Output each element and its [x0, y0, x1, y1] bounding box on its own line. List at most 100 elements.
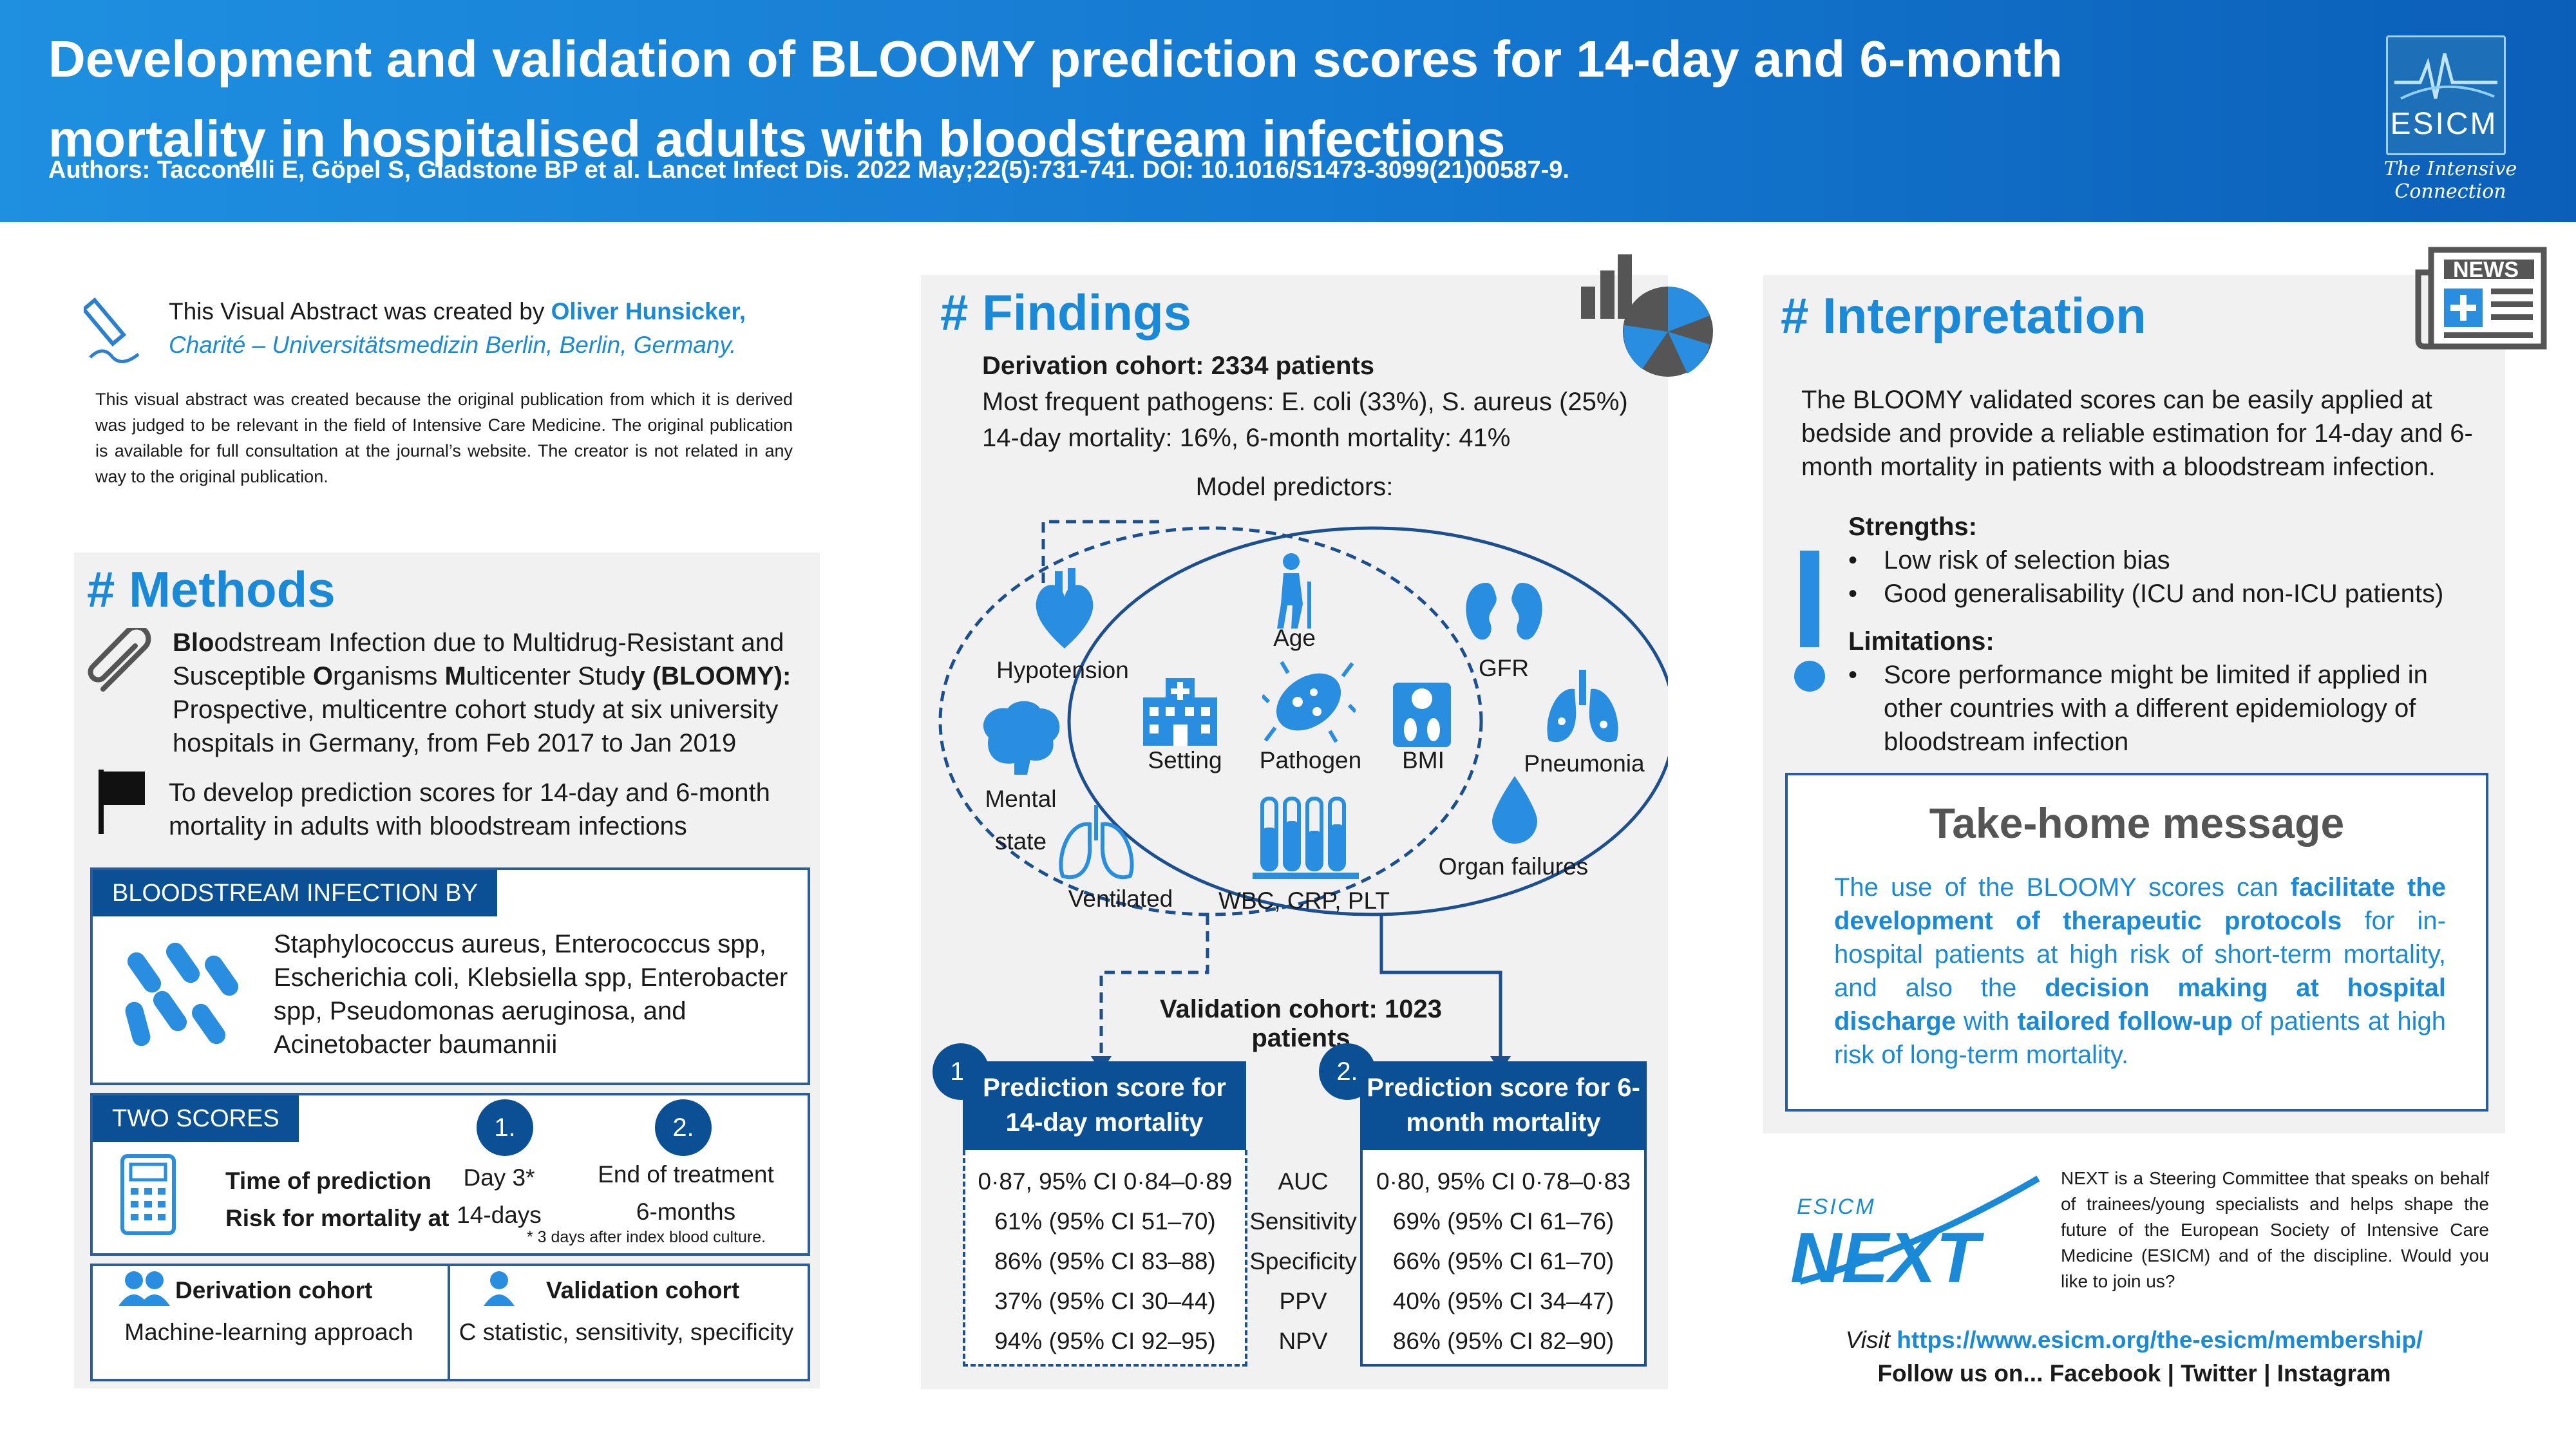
social-links[interactable]: Follow us on... Facebook | Twitter | Ins…: [1877, 1360, 2391, 1387]
kidneys-icon: [1466, 583, 1542, 640]
score1-specificity: 86% (95% CI 83–88): [994, 1248, 1216, 1274]
score2-ppv: 40% (95% CI 34–47): [1392, 1288, 1615, 1314]
state-label: state: [994, 828, 1047, 855]
bsi-tag: BLOODSTREAM INFECTION BY: [93, 870, 497, 916]
frequent-pathogens: Most frequent pathogens: E. coli (33%), …: [982, 388, 1628, 416]
mortality-rates: 14-day mortality: 16%, 6-month mortality…: [982, 424, 1511, 452]
lungs-icon: [1547, 670, 1618, 743]
end-treatment-label: End of treatment: [598, 1161, 774, 1188]
strengths-title: Strengths:: [1848, 513, 1977, 541]
derivation-title: Derivation cohort: [175, 1277, 373, 1303]
mental-label: Mental: [985, 786, 1057, 812]
pathogen-icon: [1262, 661, 1356, 743]
score2-header: Prediction score for 6-month mortality: [1360, 1061, 1647, 1150]
takehome-part-6: tailored follow-up: [2017, 1007, 2233, 1036]
score1-timing: Day 3* 14-days: [425, 1159, 573, 1234]
test-tubes-icon: [1253, 797, 1359, 879]
score2-npv: 86% (95% CI 82–90): [1392, 1328, 1615, 1354]
calculator-icon: [120, 1154, 176, 1235]
bsi-organisms: Staphylococcus aureus, Enterococcus spp,…: [274, 930, 788, 1059]
validation-cohort-size: Validation cohort: 1023 patients: [1108, 995, 1494, 1053]
predictors-venn-diagram: [938, 520, 1668, 1072]
disclaimer-text: This visual abstract was created because…: [95, 390, 793, 486]
esicm-next-small: ESICM: [1797, 1195, 1876, 1219]
study-description: Bloodstream Infection due to Multidrug-R…: [173, 626, 810, 760]
lungs-outline-icon: [1059, 805, 1134, 880]
next-links: Visit https://www.esicm.org/the-esicm/me…: [1763, 1323, 2505, 1390]
authors-citation: Authors: Tacconelli E, Göpel S, Gladston…: [48, 156, 1569, 184]
newspaper-icon: [2415, 247, 2547, 350]
predictor-age: Age: [1273, 625, 1316, 651]
predictor-mental-state: Mental state: [953, 778, 1088, 863]
brain-icon: [983, 701, 1060, 775]
score2-auc: 0·80, 95% CI 0·78–0·83: [1376, 1168, 1631, 1195]
study-name-2: rganisms: [333, 662, 445, 690]
methods-heading: # Methods: [87, 561, 336, 618]
score1-results: 0·87, 95% CI 0·84–0·89 61% (95% CI 51–70…: [963, 1150, 1247, 1367]
esicm-tagline: The Intensive Connection: [2383, 158, 2517, 203]
predictor-setting: Setting: [1148, 747, 1222, 773]
score2-timing: End of treatment 6-months: [580, 1156, 792, 1231]
study-acronym-2: O: [312, 662, 334, 690]
takehome-part-7: of patients at high risk of long-term mo…: [1834, 1007, 2446, 1069]
findings-summary: Derivation cohort: 2334 patients Most fr…: [982, 348, 1652, 456]
takehome-part-1: The use of the BLOOMY scores can: [1834, 873, 2291, 902]
creator-prefix: This Visual Abstract was created by: [169, 298, 551, 325]
metric-npv: NPV: [1278, 1328, 1328, 1354]
next-description: NEXT is a Steering Committee that speaks…: [2061, 1168, 2489, 1291]
predictor-hypotension: Hypotension: [996, 657, 1129, 683]
heart-icon: [1036, 568, 1094, 649]
validation-title: Validation cohort: [546, 1277, 740, 1303]
study-acronym-4: y (BLOOMY):: [630, 662, 791, 690]
strengths-limitations: Strengths: • Low risk of selection bias •…: [1848, 510, 2492, 759]
findings-heading: # Findings: [940, 284, 1191, 341]
predictor-pathogen: Pathogen: [1259, 747, 1362, 773]
study-name-1: odstream Infection due to Multidrug-Resi…: [173, 629, 784, 690]
creator-line: This Visual Abstract was created by Oliv…: [169, 295, 813, 362]
score1-npv: 94% (95% CI 92–95): [994, 1328, 1216, 1354]
metric-sensitivity: Sensitivity: [1249, 1208, 1357, 1235]
news-label: NEWS: [2453, 258, 2519, 282]
person-icon: [484, 1271, 515, 1306]
chart-icon: [1581, 254, 1713, 377]
metric-specificity: Specificity: [1249, 1248, 1357, 1274]
esicm-next-logo: [1799, 1175, 2040, 1285]
metric-auc: AUC: [1278, 1168, 1329, 1195]
visit-label: Visit: [1845, 1327, 1897, 1353]
predictors-title: Model predictors:: [1195, 473, 1394, 501]
days14-label: 14-days: [457, 1202, 542, 1228]
hospital-icon: [1143, 678, 1217, 746]
footnote: * 3 days after index blood culture.: [527, 1228, 766, 1246]
ecg-wave-icon: [2394, 53, 2497, 100]
membership-link[interactable]: https://www.esicm.org/the-esicm/membersh…: [1897, 1327, 2423, 1353]
predictor-gfr: GFR: [1478, 655, 1530, 681]
esicm-next-big: NEXT: [1790, 1218, 1980, 1298]
flag-icon: [99, 770, 145, 834]
pencil-icon: [84, 297, 140, 363]
takehome-part-4: decision making at hospital discharge: [1834, 974, 2446, 1036]
limitation-1: Score performance might be limited if ap…: [1884, 661, 2428, 756]
esicm-logo-text: ESICM: [2390, 107, 2498, 141]
validation-box: [448, 1264, 810, 1381]
study-aim: To develop prediction scores for 14-day …: [169, 779, 770, 840]
exclamation-icon: [1794, 551, 1825, 692]
predictor-ventilated: Ventilated: [1068, 886, 1173, 912]
takehome-message: The use of the BLOOMY scores can facilit…: [1834, 871, 2446, 1072]
header-banner: [0, 0, 2576, 222]
study-name-3: ulticenter Stud: [466, 662, 631, 690]
time-prediction-label: Time of prediction Risk for mortality at: [225, 1162, 449, 1237]
people-icon: [118, 1271, 170, 1306]
study-acronym-1: Blo: [173, 629, 214, 657]
months6-label: 6-months: [636, 1198, 736, 1225]
predictor-labs: WBC, CRP, PLT: [1218, 887, 1390, 914]
day3-label: Day 3*: [463, 1164, 535, 1191]
esicm-logo: [2386, 35, 2506, 155]
scale-icon: [1393, 683, 1451, 747]
score2-specificity: 66% (95% CI 61–70): [1392, 1248, 1615, 1274]
risk-label: Risk for mortality at: [225, 1205, 450, 1231]
derivation-method: Machine-learning approach: [124, 1319, 413, 1345]
metric-labels: AUC Sensitivity Specificity PPV NPV: [1246, 1162, 1360, 1361]
score1-sensitivity: 61% (95% CI 51–70): [994, 1208, 1216, 1235]
predictor-organ-failures: Organ failures: [1438, 853, 1589, 880]
predictor-bmi: BMI: [1402, 747, 1444, 773]
